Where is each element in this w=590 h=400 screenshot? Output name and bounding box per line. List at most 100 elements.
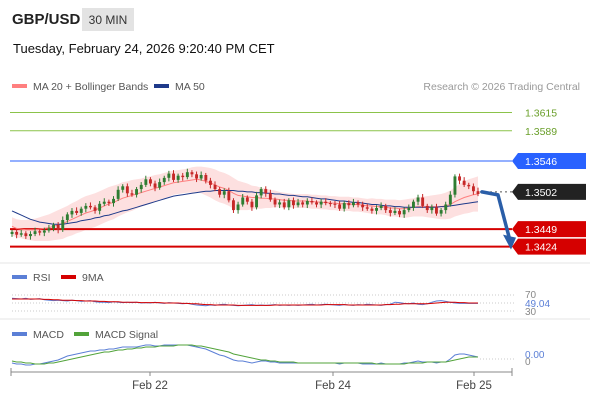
candle [365, 203, 369, 211]
timeframe-badge[interactable] [82, 8, 134, 31]
candle [130, 189, 134, 197]
candle [102, 198, 106, 206]
x-tick-feb22: Feb 22 [132, 380, 168, 392]
candle [361, 201, 365, 211]
candle [135, 186, 138, 198]
level-tag-1.3449 [512, 221, 586, 238]
rsi-tick-70: 70 [525, 290, 537, 301]
candle [255, 191, 258, 210]
macd-panel [11, 344, 515, 366]
chart-datetime: Tuesday, February 24, 2026 9:20:40 PM CE… [13, 41, 275, 56]
candle [296, 198, 300, 208]
candle [342, 201, 346, 212]
candle [412, 199, 415, 211]
candle [52, 222, 55, 232]
candle [384, 203, 388, 213]
candle [98, 201, 102, 215]
candle [70, 208, 74, 218]
candle [421, 194, 425, 209]
candle [185, 168, 189, 180]
candle [42, 227, 46, 237]
candle [305, 198, 309, 209]
candle [259, 186, 263, 199]
macd-legend-swatch [12, 332, 27, 336]
research-credit: Research © 2026 Trading Central [423, 81, 580, 93]
candle [10, 229, 14, 237]
candle [65, 212, 69, 223]
candle [301, 200, 305, 208]
forecast-arrow [480, 190, 516, 250]
candle [47, 224, 51, 233]
candle [458, 173, 461, 185]
candle [172, 170, 175, 183]
macd-signal-legend-label: MACD Signal [95, 329, 158, 341]
candle [218, 186, 222, 198]
candle [407, 204, 411, 213]
rsi-legend-label: RSI [33, 272, 51, 284]
bollinger-band-fill [12, 166, 478, 241]
candle [162, 175, 166, 185]
price-levels [10, 112, 512, 248]
rsi-line [11, 297, 478, 307]
ma20-legend-label: MA 20 + Bollinger Bands [33, 81, 148, 93]
candle [388, 207, 392, 217]
x-tick-feb25: Feb 25 [456, 380, 492, 392]
level-tag-1.3424 [512, 238, 586, 255]
candlesticks [10, 168, 480, 240]
candle [375, 205, 378, 215]
candle [29, 231, 32, 240]
candle [153, 180, 157, 192]
price-level-labels: 1.3615 1.3589 1.3546 1.3502 1.3449 1.3424 [512, 108, 586, 255]
candle [107, 199, 111, 206]
candle [167, 170, 171, 182]
candle [393, 207, 397, 216]
candle [448, 191, 452, 207]
candle [19, 229, 23, 237]
candle [338, 201, 342, 211]
candle [227, 187, 231, 203]
candle [282, 198, 286, 210]
bollinger-bands [12, 166, 478, 241]
macd-line [11, 344, 479, 366]
candle [356, 200, 360, 208]
rsi-legend-swatch [12, 275, 27, 279]
candle [476, 187, 480, 197]
rsi-ma-line [12, 298, 478, 306]
candle [204, 172, 208, 184]
candle [89, 202, 92, 210]
candle [462, 177, 466, 187]
forecast-arrow-head [503, 234, 516, 250]
candle [439, 208, 443, 217]
macd-tick-zero: 0 [525, 357, 531, 368]
candle [93, 205, 97, 214]
candle [278, 199, 282, 209]
candle [213, 181, 217, 192]
level-label-1.3449: 1.3449 [525, 224, 557, 236]
candle [15, 229, 19, 239]
macd-signal-legend-swatch [74, 332, 89, 336]
moving-averages [11, 178, 479, 231]
candle [347, 200, 351, 209]
candle [425, 203, 429, 213]
candle [328, 201, 332, 207]
macd-signal-line [11, 344, 478, 365]
candle [158, 178, 162, 190]
candle [333, 201, 337, 209]
candle [435, 203, 438, 216]
candle [241, 194, 245, 207]
macd-legend-label: MACD [33, 329, 64, 341]
candle [416, 194, 420, 206]
level-label-1.3502: 1.3502 [525, 187, 557, 199]
rsi-panel [11, 294, 515, 312]
ma50-legend-swatch [154, 84, 169, 88]
candle [181, 172, 185, 181]
candle [324, 198, 328, 206]
candle [370, 206, 374, 214]
candle [379, 202, 383, 211]
candle [222, 188, 226, 199]
candle [176, 173, 180, 183]
level-label-1.3546: 1.3546 [525, 156, 557, 168]
x-tick-feb24: Feb 24 [315, 380, 351, 392]
macd-last-value: 0.00 [525, 350, 545, 361]
forecast-arrow-line [480, 190, 512, 243]
